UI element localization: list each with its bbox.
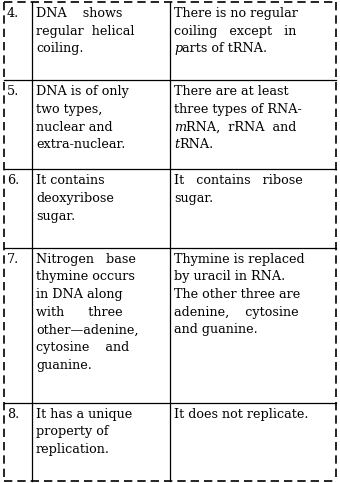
Text: It has a unique: It has a unique (36, 408, 132, 421)
Text: nuclear and: nuclear and (36, 121, 113, 134)
Text: in DNA along: in DNA along (36, 288, 123, 301)
Text: p: p (174, 43, 182, 55)
Text: 7.: 7. (7, 253, 19, 266)
Text: two types,: two types, (36, 103, 102, 116)
Text: by uracil in RNA.: by uracil in RNA. (174, 270, 285, 284)
Text: RNA.: RNA. (179, 138, 214, 151)
Text: extra-nuclear.: extra-nuclear. (36, 138, 125, 151)
Text: Thymine is replaced: Thymine is replaced (174, 253, 305, 266)
Text: other—adenine,: other—adenine, (36, 323, 138, 336)
Text: There is no regular: There is no regular (174, 7, 298, 20)
Text: replication.: replication. (36, 443, 110, 456)
Text: t: t (174, 138, 179, 151)
Text: arts of tRNA.: arts of tRNA. (182, 43, 267, 55)
Text: Nitrogen   base: Nitrogen base (36, 253, 136, 266)
Text: 4.: 4. (7, 7, 19, 20)
Text: with      three: with three (36, 306, 123, 319)
Text: m: m (174, 121, 186, 134)
Text: three types of RNA-: three types of RNA- (174, 103, 302, 116)
Text: sugar.: sugar. (174, 192, 213, 205)
Text: and guanine.: and guanine. (174, 323, 258, 336)
Text: thymine occurs: thymine occurs (36, 270, 135, 284)
Text: deoxyribose: deoxyribose (36, 192, 114, 205)
Text: DNA    shows: DNA shows (36, 7, 122, 20)
Text: It contains: It contains (36, 174, 105, 187)
Text: RNA,  rRNA  and: RNA, rRNA and (186, 121, 296, 134)
Text: The other three are: The other three are (174, 288, 300, 301)
Text: guanine.: guanine. (36, 358, 92, 371)
Text: 8.: 8. (7, 408, 19, 421)
Text: regular  helical: regular helical (36, 25, 135, 38)
Text: There are at least: There are at least (174, 85, 289, 99)
Text: sugar.: sugar. (36, 210, 75, 223)
Text: adenine,    cytosine: adenine, cytosine (174, 306, 299, 319)
Text: cytosine    and: cytosine and (36, 341, 129, 354)
Text: It does not replicate.: It does not replicate. (174, 408, 308, 421)
Text: 5.: 5. (7, 85, 19, 99)
Text: property of: property of (36, 425, 108, 438)
Text: 6.: 6. (7, 174, 19, 187)
Text: coiling   except   in: coiling except in (174, 25, 296, 38)
Text: It   contains   ribose: It contains ribose (174, 174, 303, 187)
Text: DNA is of only: DNA is of only (36, 85, 129, 99)
Text: coiling.: coiling. (36, 43, 84, 55)
